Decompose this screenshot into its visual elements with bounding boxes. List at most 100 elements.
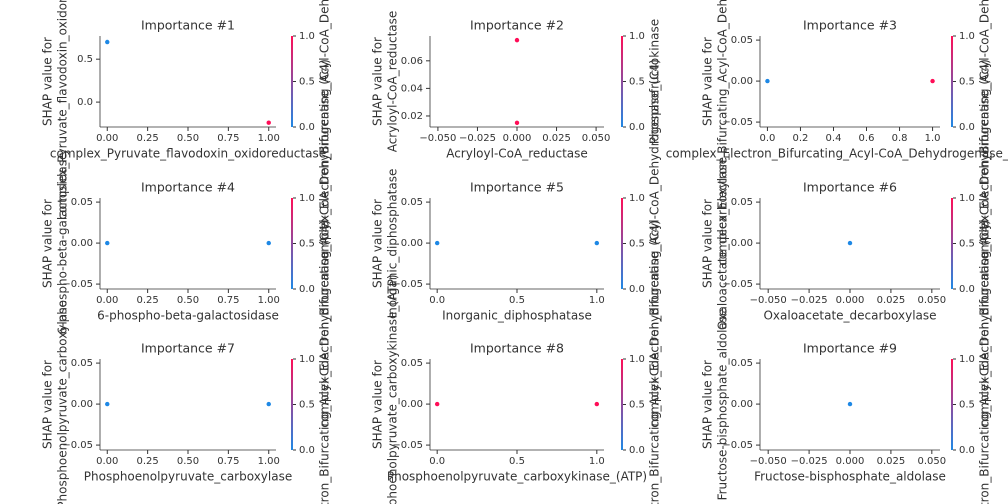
y-axis-label: Phosphoenolpyruvate_carboxylase bbox=[56, 300, 70, 504]
x-axis-label: Phosphoenolpyruvate_carboxykinase_(ATP) bbox=[387, 470, 647, 484]
subplot: Importance #9−0.050 −0.025 0.000 0.025 0.050… bbox=[701, 220, 992, 504]
colorbar-label: complex_Electron_Bifurcating_Acyl-CoA_De… bbox=[318, 0, 332, 266]
colorbar-tick-label: 0.5 bbox=[299, 400, 315, 411]
colorbar-tick-label: 0.0 bbox=[299, 284, 315, 295]
colorbar-tick-label: 0.0 bbox=[959, 284, 975, 295]
x-tick-label: 0.50 bbox=[177, 456, 199, 467]
colorbar-label: complex_Electron_Bifurcating_Acyl-CoA_De… bbox=[648, 59, 662, 428]
x-axis-label: complex_Electron_Bifurcating_Acyl-CoA_De… bbox=[666, 147, 1008, 161]
point bbox=[105, 39, 110, 45]
point bbox=[930, 78, 935, 84]
x-tick-label: 0.75 bbox=[217, 456, 239, 467]
colorbar bbox=[621, 198, 623, 289]
colorbar-tick-label: 0.0 bbox=[629, 284, 645, 295]
y-axis-label: SHAP value for bbox=[701, 199, 715, 288]
y-tick-label: 0.00 bbox=[731, 399, 753, 410]
colorbar bbox=[951, 36, 953, 127]
x-tick-label: 0.6 bbox=[859, 133, 875, 144]
colorbar bbox=[291, 359, 293, 450]
subplot: Importance #80.0 0.5 1.0−0.050.000.05Phosp… bbox=[371, 220, 662, 504]
x-tick-label: 0.8 bbox=[892, 133, 908, 144]
colorbar-label: complex_Electron_Bifurcating_Acyl-CoA_De… bbox=[978, 59, 992, 428]
y-tick-label: 0.06 bbox=[401, 56, 423, 67]
point bbox=[266, 401, 271, 407]
x-tick-label: 0.00 bbox=[96, 133, 118, 144]
point bbox=[594, 240, 600, 246]
x-tick-label: 0.75 bbox=[217, 295, 239, 306]
colorbar bbox=[291, 198, 293, 289]
subplot-title: Importance #1 bbox=[141, 18, 235, 33]
y-tick-label: 0.00 bbox=[401, 238, 423, 249]
subplot: Importance #70.00 0.25 0.50 0.75 1.00−0.050.… bbox=[41, 220, 332, 504]
y-tick-label: 0.00 bbox=[731, 238, 753, 249]
y-axis-label: SHAP value for bbox=[701, 37, 715, 126]
point bbox=[847, 401, 853, 407]
colorbar-tick-label: 0.0 bbox=[299, 122, 315, 133]
y-axis-label: Phosphoenolpyruvate_carboxykinase_(ATP) bbox=[386, 274, 400, 504]
x-tick-label: 0.25 bbox=[137, 295, 159, 306]
colorbar-tick-label: 0.5 bbox=[629, 77, 645, 88]
x-tick-label: −0.050 bbox=[419, 133, 456, 144]
y-tick-label: 0.05 bbox=[71, 197, 93, 208]
y-tick-label: 0.05 bbox=[731, 197, 753, 208]
y-tick-label: 0.00 bbox=[731, 76, 753, 87]
y-axis-label: SHAP value for bbox=[41, 199, 55, 288]
y-tick-label: 0.04 bbox=[401, 83, 423, 94]
y-axis-label: Acryloyl-CoA_reductase bbox=[386, 11, 400, 153]
y-tick-label: 0.00 bbox=[71, 238, 93, 249]
x-tick-label: 0.000 bbox=[836, 456, 865, 467]
y-tick-label: 0.05 bbox=[71, 358, 93, 369]
x-tick-label: 0.025 bbox=[877, 295, 906, 306]
y-tick-label: −0.05 bbox=[392, 440, 423, 451]
x-tick-label: 0.50 bbox=[177, 133, 199, 144]
y-tick-label: 0.05 bbox=[731, 35, 753, 46]
colorbar-label: complex_Electron_Bifurcating_Acyl-CoA_De… bbox=[318, 59, 332, 428]
x-tick-label: 0.2 bbox=[793, 133, 809, 144]
colorbar-tick-label: 0.0 bbox=[959, 122, 975, 133]
colorbar-tick-label: 0.5 bbox=[959, 77, 975, 88]
colorbar bbox=[621, 359, 623, 450]
y-axis-label: SHAP value for bbox=[41, 360, 55, 449]
colorbar-tick-label: 0.5 bbox=[299, 77, 315, 88]
colorbar-tick-label: 1.0 bbox=[629, 193, 645, 204]
colorbar-tick-label: 1.0 bbox=[959, 31, 975, 42]
point bbox=[266, 240, 271, 246]
colorbar-label: Phosphofructokinase bbox=[648, 19, 662, 144]
subplot-title: Importance #9 bbox=[803, 341, 897, 356]
colorbar-label: complex_Electron_Bifurcating_Acyl-CoA_De… bbox=[648, 220, 662, 504]
y-axis-label: complex_Electron_Bifurcating_Acyl-CoA_De… bbox=[716, 0, 730, 266]
colorbar-tick-label: 0.5 bbox=[629, 239, 645, 250]
colorbar-tick-label: 1.0 bbox=[959, 354, 975, 365]
x-tick-label: 0.4 bbox=[826, 133, 842, 144]
y-tick-label: 0.5 bbox=[77, 54, 93, 65]
point bbox=[105, 401, 110, 407]
x-tick-label: −0.025 bbox=[459, 133, 496, 144]
colorbar-tick-label: 1.0 bbox=[299, 193, 315, 204]
y-tick-label: −0.05 bbox=[722, 279, 753, 290]
x-tick-label: 1.00 bbox=[258, 133, 280, 144]
y-axis-label: SHAP value for bbox=[41, 37, 55, 126]
x-axis-label: Fructose-bisphosphate_aldolase bbox=[754, 470, 946, 484]
x-tick-label: 0.0 bbox=[429, 456, 445, 467]
x-tick-label: 0.0 bbox=[759, 133, 775, 144]
subplot-title: Importance #5 bbox=[470, 180, 564, 195]
subplot-title: Importance #4 bbox=[141, 180, 235, 195]
colorbar-tick-label: 0.0 bbox=[299, 445, 315, 456]
x-tick-label: −0.025 bbox=[791, 295, 828, 306]
subplot-title: Importance #7 bbox=[141, 341, 235, 356]
x-axis-label: 6-phospho-beta-galactosidase bbox=[97, 309, 279, 323]
colorbar-tick-label: 0.0 bbox=[959, 445, 975, 456]
point bbox=[434, 401, 440, 407]
y-tick-label: 0.00 bbox=[401, 399, 423, 410]
colorbar bbox=[621, 36, 623, 127]
y-tick-label: −0.05 bbox=[62, 279, 93, 290]
y-tick-label: −0.05 bbox=[392, 279, 423, 290]
colorbar bbox=[291, 36, 293, 127]
colorbar bbox=[951, 198, 953, 289]
x-tick-label: 0.25 bbox=[137, 133, 159, 144]
x-tick-label: 0.25 bbox=[137, 456, 159, 467]
subplot: Importance #2 −0.050 −0.025 0.000 0.025 0.050… bbox=[371, 11, 662, 161]
x-tick-label: −0.050 bbox=[750, 295, 787, 306]
colorbar-tick-label: 1.0 bbox=[299, 354, 315, 365]
colorbar-tick-label: 1.0 bbox=[959, 193, 975, 204]
